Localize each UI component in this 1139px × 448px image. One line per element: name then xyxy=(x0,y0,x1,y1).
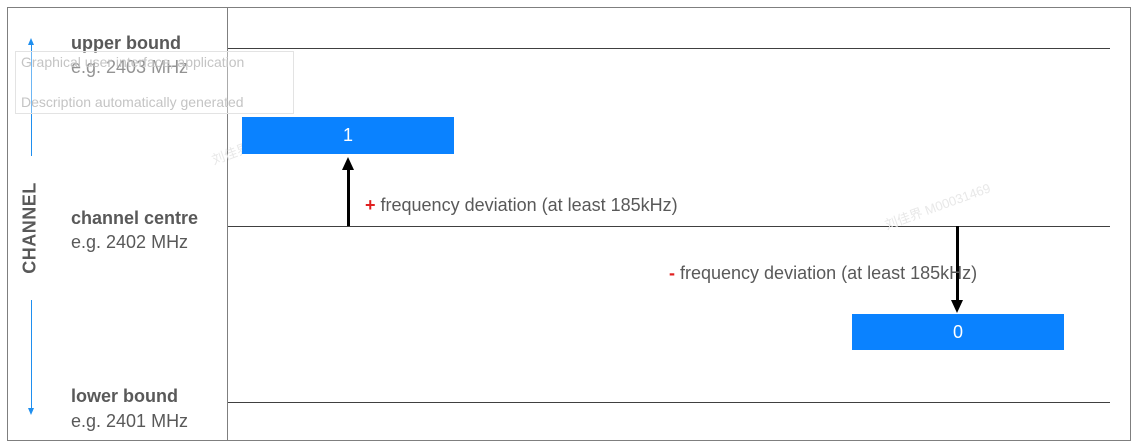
channel-arrow-up-icon xyxy=(28,38,34,45)
channel-axis-label: CHANNEL xyxy=(19,182,40,274)
upper-bound-example: e.g. 2403 MHz xyxy=(71,57,189,77)
alt-text-line-2: Description automatically generated xyxy=(21,94,244,110)
bit-one-box: 1 xyxy=(242,117,454,154)
upper-bound-line xyxy=(228,48,1110,49)
positive-deviation-arrow-icon xyxy=(342,157,354,170)
positive-deviation-shaft xyxy=(347,168,350,226)
lower-bound-title: lower bound xyxy=(71,386,178,406)
panel-divider xyxy=(227,7,228,441)
minus-sign: - xyxy=(669,263,675,283)
channel-centre-example: e.g. 2402 MHz xyxy=(71,232,189,252)
channel-axis-lower xyxy=(31,300,32,410)
negative-deviation-text: frequency deviation (at least 185kHz) xyxy=(675,263,978,283)
channel-axis-upper xyxy=(31,44,32,156)
plus-sign: + xyxy=(365,195,376,215)
diagram-frame xyxy=(7,7,1131,441)
upper-bound-title: upper bound xyxy=(71,33,181,53)
channel-arrow-down-icon xyxy=(28,408,34,415)
bit-zero-box: 0 xyxy=(852,314,1064,350)
negative-deviation-shaft xyxy=(956,226,959,302)
alt-text-box xyxy=(15,51,294,114)
channel-centre-title: channel centre xyxy=(71,208,199,228)
lower-bound-line xyxy=(228,402,1110,403)
positive-deviation-label: + frequency deviation (at least 185kHz) xyxy=(365,194,678,216)
positive-deviation-text: frequency deviation (at least 185kHz) xyxy=(375,195,678,215)
negative-deviation-arrow-icon xyxy=(951,300,963,313)
alt-text-line-1: Graphical user interface, application xyxy=(21,54,245,70)
channel-centre-line xyxy=(228,226,1110,227)
lower-bound-example: e.g. 2401 MHz xyxy=(71,411,189,431)
negative-deviation-label: - frequency deviation (at least 185kHz) xyxy=(669,262,977,284)
